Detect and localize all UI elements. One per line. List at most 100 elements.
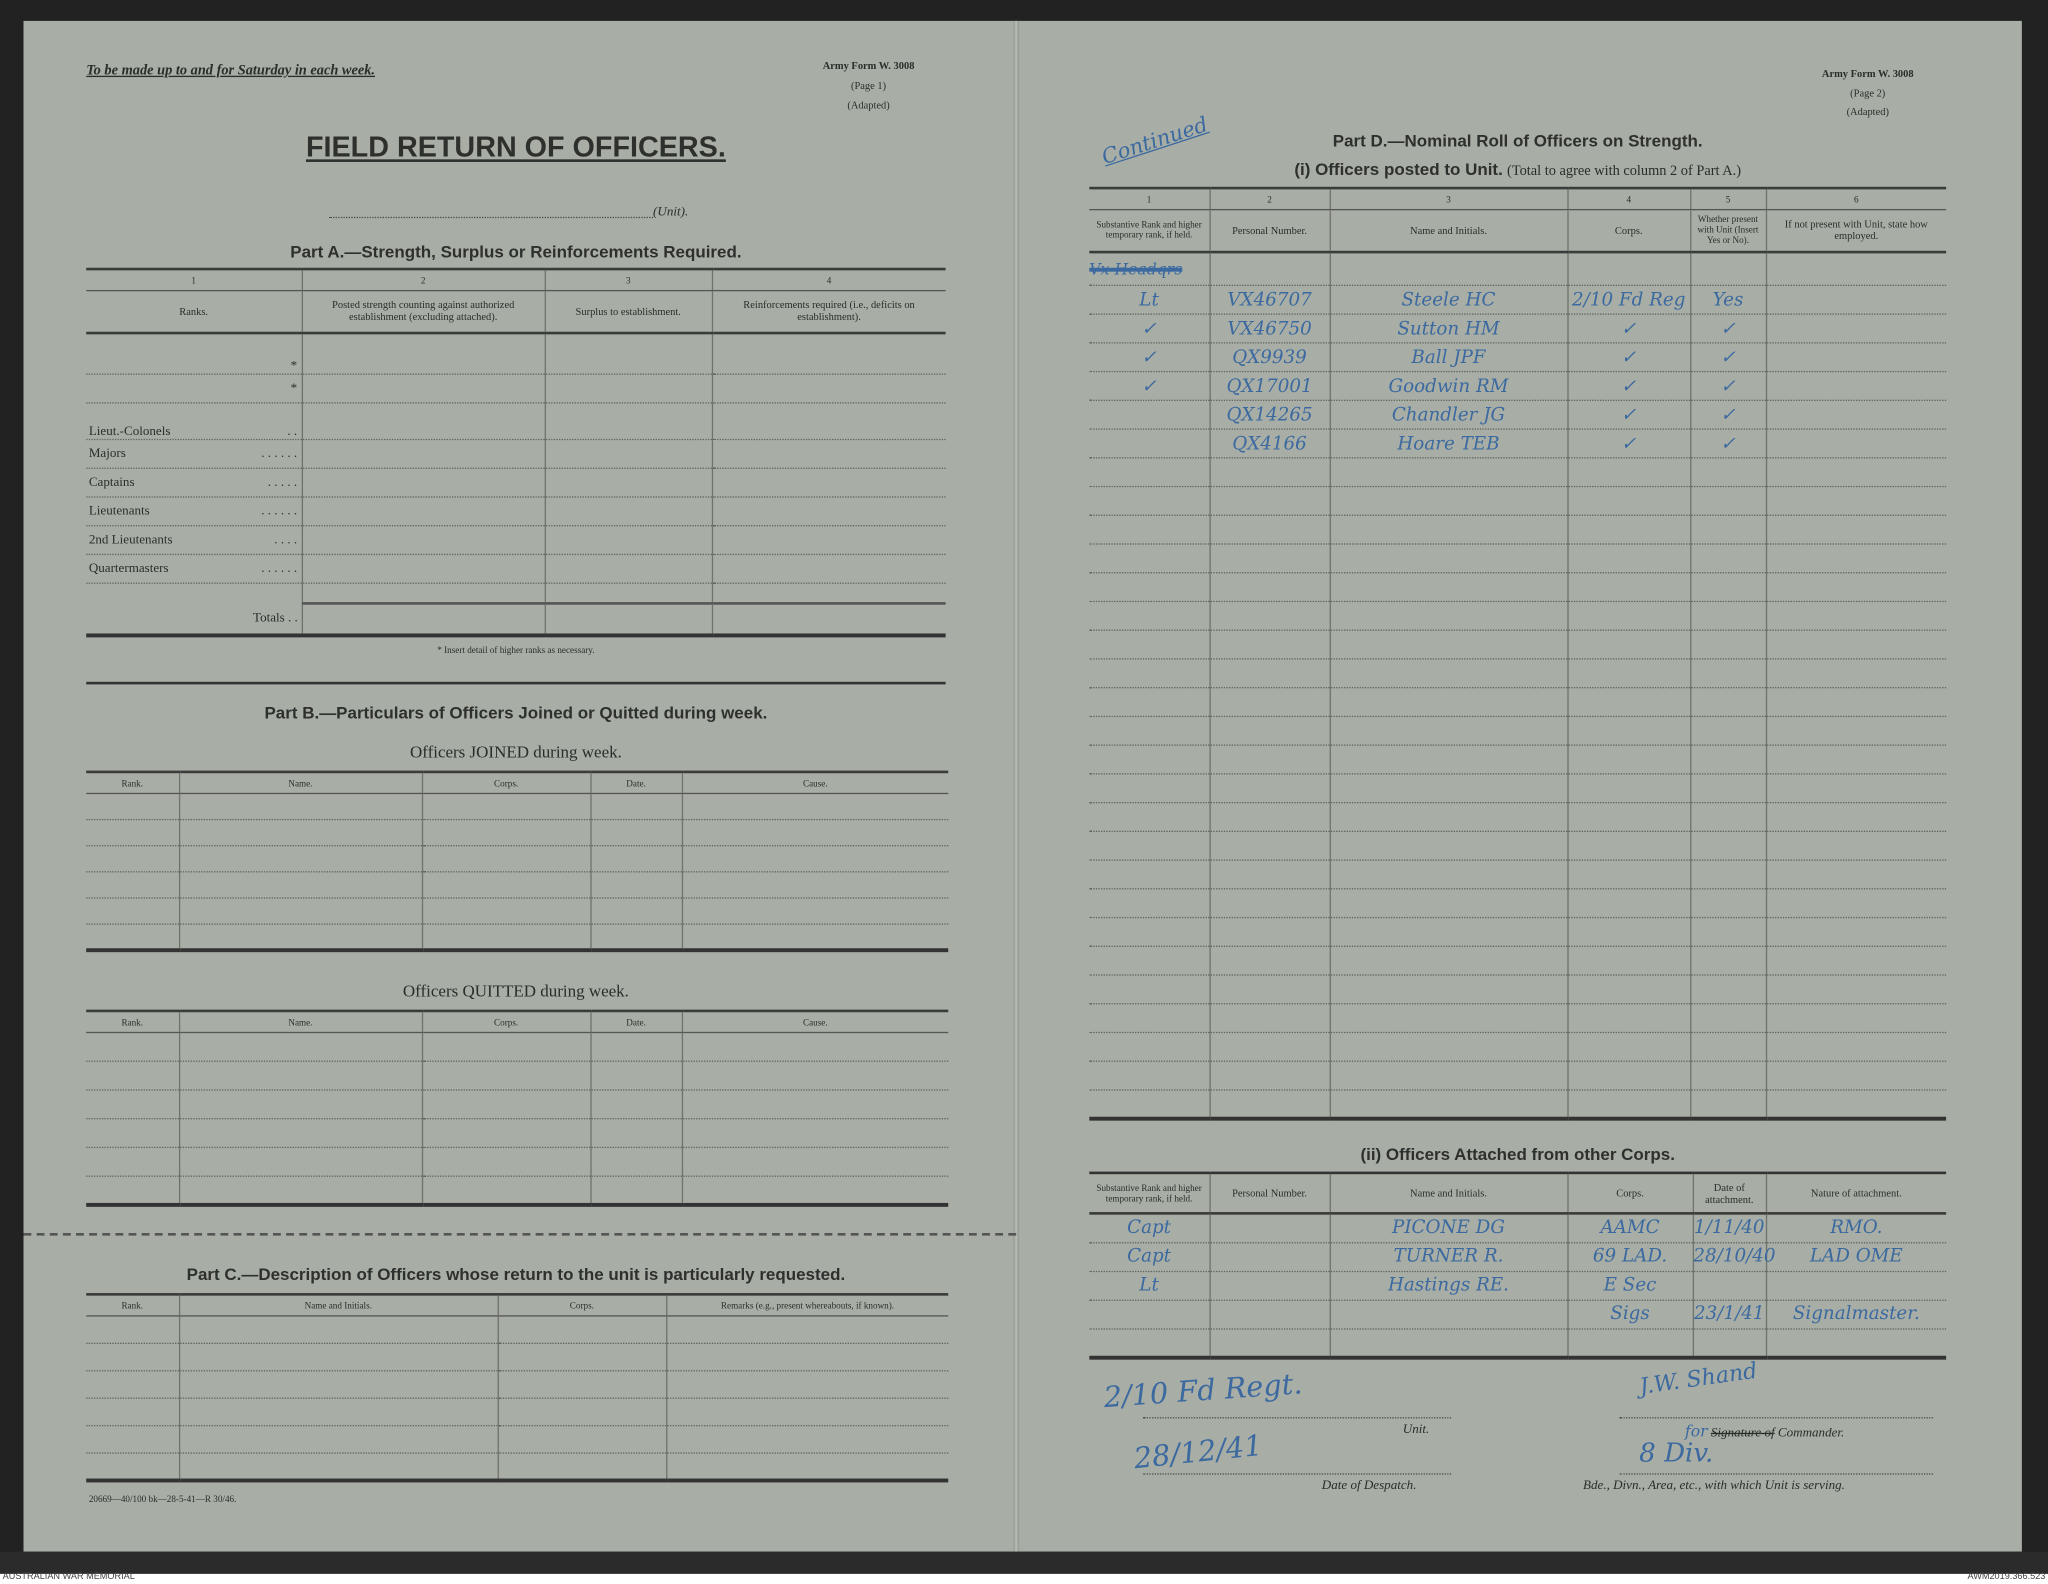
rank-quartermasters: Quartermasters. . . . . . [86, 554, 302, 584]
table-cell [1765, 342, 1947, 373]
table-cell [1765, 946, 1947, 976]
table-cell [496, 1453, 667, 1483]
table-cell [1089, 1328, 1210, 1360]
table-cell [665, 1343, 949, 1372]
header-corps: Corps. [421, 770, 591, 795]
header-surplus: Surplus to establishment. [543, 290, 712, 334]
part-d-heading: Part D.—Nominal Roll of Officers on Stre… [1332, 130, 1703, 151]
header-cause: Cause. [681, 770, 949, 795]
table-cell [178, 897, 422, 925]
table-cell: QX14265 [1208, 400, 1330, 430]
header-remarks: Remarks (e.g., present whereabouts, if k… [665, 1293, 949, 1317]
empty-row [1089, 1003, 1947, 1034]
table-cell [589, 1061, 682, 1091]
table-cell [1689, 457, 1766, 488]
table-cell: QX17001 [1208, 371, 1330, 401]
table-cell [1328, 1328, 1568, 1360]
table-cell [86, 1398, 179, 1427]
table-cell [1566, 802, 1691, 832]
table-cell [1328, 802, 1568, 832]
table-cell: Capt [1089, 1213, 1210, 1243]
table-cell [1208, 1270, 1330, 1301]
table-cell [1765, 543, 1947, 574]
table-row: QX4166 Hoare TEB ✓ ✓ [1089, 429, 1947, 459]
table-cell [1765, 572, 1947, 603]
table-cell: VX46707 [1208, 285, 1330, 315]
table-cell: Goodwin RM [1328, 371, 1568, 401]
table-row: ✓ QX17001 Goodwin RM ✓ ✓ [1089, 371, 1947, 401]
table-cell: ✓ [1689, 314, 1766, 344]
table-cell [421, 1089, 591, 1120]
table-cell [86, 1089, 179, 1120]
table-cell [1089, 486, 1210, 516]
table-cell: PICONE DG [1328, 1213, 1568, 1243]
header-employed: If not present with Unit, state how empl… [1765, 209, 1947, 253]
table-cell [1765, 1328, 1947, 1360]
table-cell: QX4166 [1208, 429, 1330, 459]
header-nature: Nature of attachment. [1765, 1171, 1947, 1215]
table-cell [86, 1118, 179, 1149]
table-cell: Lt [1089, 285, 1210, 315]
table-cell [1208, 975, 1330, 1005]
empty-row [1089, 745, 1947, 775]
table-cell [681, 819, 949, 847]
empty-row [1089, 975, 1947, 1005]
table-cell [1689, 543, 1766, 574]
part-a-heading: Part A.—Strength, Surplus or Reinforceme… [290, 241, 742, 262]
table-cell [1566, 543, 1691, 574]
table-cell [86, 1343, 179, 1372]
table-cell [589, 845, 682, 873]
empty-row [1089, 888, 1947, 919]
instruction-text: To be made up to and for Saturday in eac… [86, 62, 376, 79]
table-cell [1208, 860, 1330, 890]
tear-line [23, 1232, 1017, 1236]
rank-cell: * [86, 374, 302, 404]
empty-row [1089, 572, 1947, 603]
attached-table: Substantive Rank and higher temporary ra… [1089, 1171, 1947, 1360]
empty-row [1089, 457, 1947, 488]
table-cell [1765, 773, 1947, 804]
table-cell [1089, 658, 1210, 689]
header-corps: Corps. [496, 1293, 667, 1317]
col-number: 6 [1765, 186, 1947, 211]
table-cell [1689, 716, 1766, 746]
table-cell: 2/10 Fd Reg [1566, 285, 1691, 315]
table-cell [1328, 1089, 1568, 1121]
table-cell [1089, 687, 1210, 718]
table-cell: 1/11/40 [1692, 1213, 1766, 1243]
table-cell: Steele HC [1328, 285, 1568, 315]
table-row: ✓ QX9939 Ball JPF ✓ ✓ [1089, 342, 1947, 373]
table-cell [1566, 860, 1691, 890]
table-cell: QX9939 [1208, 342, 1330, 373]
table-cell [589, 1147, 682, 1177]
table-cell [1328, 975, 1568, 1005]
table-cell [1089, 1061, 1210, 1091]
table-cell [1208, 687, 1330, 718]
table-cell [421, 1061, 591, 1091]
table-cell [421, 1147, 591, 1177]
date-line [1142, 1473, 1452, 1475]
table-cell [1566, 716, 1691, 746]
table-cell [1328, 572, 1568, 603]
header-name: Name. [178, 1009, 422, 1034]
header-rank: Rank. [86, 1009, 179, 1034]
table-cell [1089, 888, 1210, 919]
table-cell [1089, 1032, 1210, 1062]
table-cell: ✓ [1689, 400, 1766, 430]
empty-row [86, 1315, 949, 1344]
empty-row [86, 1398, 949, 1427]
table-cell [681, 1176, 949, 1207]
header-name: Name and Initials. [178, 1293, 498, 1317]
commander-label: for Signature of Commander. [1684, 1422, 1845, 1441]
table-cell [1566, 601, 1691, 631]
table-cell: ✓ [1089, 342, 1210, 373]
empty-row [86, 924, 949, 953]
table-cell [1689, 515, 1766, 545]
table-cell: AAMC [1566, 1213, 1693, 1243]
print-code: 20669—40/100 bk—28-5-41—R 30/46. [88, 1494, 237, 1505]
empty-row [86, 1147, 949, 1177]
table-cell [1328, 658, 1568, 689]
table-cell [421, 897, 591, 925]
table-cell [1689, 745, 1766, 775]
table-cell [1089, 802, 1210, 832]
